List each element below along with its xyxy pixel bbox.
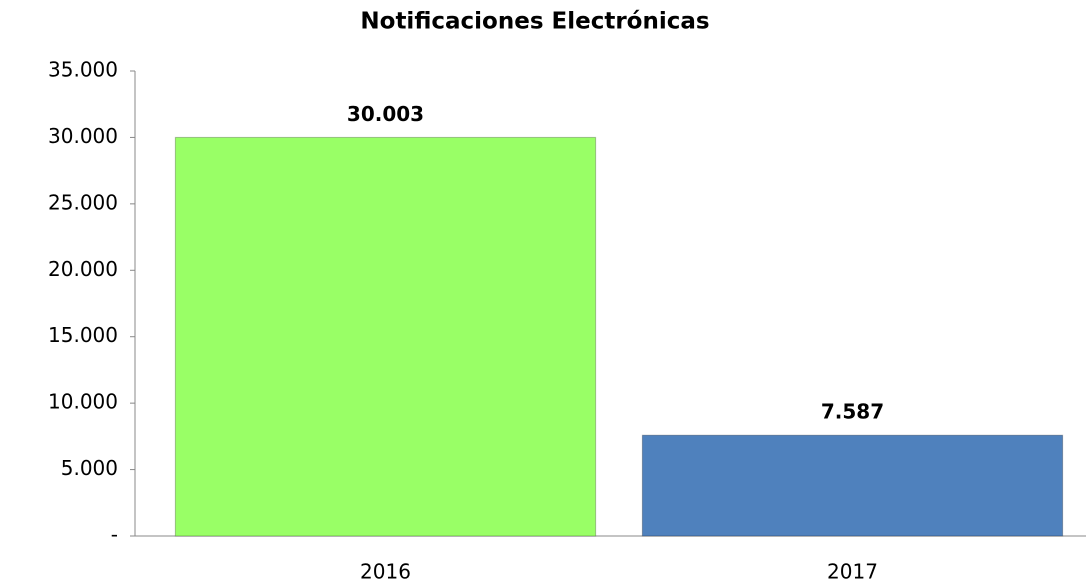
x-tick-label: 2016 [360, 560, 411, 584]
data-label: 30.003 [347, 102, 424, 126]
y-tick-label: 15.000 [48, 323, 118, 347]
x-tick-label: 2017 [827, 560, 878, 584]
y-tick-label: 25.000 [48, 190, 118, 214]
y-tick-label: 5.000 [61, 456, 118, 480]
chart-title: Notificaciones Electrónicas [360, 9, 709, 35]
y-tick-label: 20.000 [48, 257, 118, 281]
bar [641, 434, 1064, 537]
data-label: 7.587 [821, 400, 884, 424]
bar [174, 136, 597, 537]
y-tick-label: 35.000 [48, 58, 118, 82]
y-tick-label: - [111, 523, 118, 547]
y-tick-label: 10.000 [48, 390, 118, 414]
y-tick-label: 30.000 [48, 124, 118, 148]
